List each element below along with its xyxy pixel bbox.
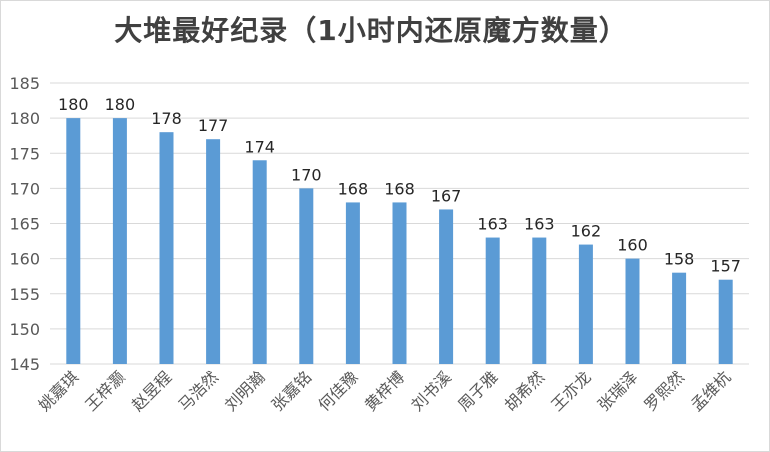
y-tick-label: 185 [9,74,40,93]
x-tick-label: 罗熙然 [641,367,688,414]
bar [252,160,267,364]
data-label: 170 [291,165,322,184]
bar [299,188,314,364]
data-label: 178 [151,109,182,128]
data-label: 160 [617,236,648,255]
y-tick-label: 180 [9,109,40,128]
data-label: 163 [524,215,555,234]
y-tick-label: 150 [9,320,40,339]
bar [439,209,454,364]
data-label: 158 [664,250,695,269]
bar [718,279,733,364]
data-label: 162 [571,222,602,241]
y-tick-label: 145 [9,355,40,374]
bar [485,237,500,364]
x-tick-label: 周子雅 [454,367,501,414]
data-label: 177 [198,116,229,135]
y-tick-label: 155 [9,285,40,304]
bar [625,258,640,364]
data-label: 163 [477,215,508,234]
data-label: 167 [431,186,462,205]
data-label: 157 [710,257,741,276]
x-tick-label: 何佳豫 [314,367,361,414]
data-label: 174 [244,137,275,156]
x-tick-label: 胡希然 [501,367,548,414]
data-label: 168 [338,179,369,198]
bar [206,139,221,364]
bar [578,244,593,364]
y-tick-label: 175 [9,144,40,163]
y-tick-label: 160 [9,250,40,269]
x-tick-label: 赵昱程 [128,367,175,414]
y-tick-label: 170 [9,179,40,198]
bar [112,118,127,364]
x-tick-label: 王亦龙 [547,367,594,414]
bar [159,132,174,364]
y-tick-label: 165 [9,215,40,234]
bar [345,202,360,364]
x-tick-label: 黄梓博 [361,367,408,414]
data-label: 180 [58,95,89,114]
bar [672,272,687,364]
x-tick-label: 王梓灏 [81,367,128,414]
bar [392,202,407,364]
x-tick-label: 刘书溪 [408,367,455,414]
x-tick-label: 孟维杭 [687,367,734,414]
data-label: 180 [105,95,136,114]
data-label: 168 [384,179,415,198]
bar [532,237,547,364]
bar [66,118,81,364]
x-tick-label: 张嘉铭 [268,367,315,414]
chart-title: 大堆最好纪录（1小时内还原魔方数量） [114,14,628,47]
x-tick-label: 张瑞泽 [594,367,641,414]
x-tick-label: 刘明瀚 [221,367,268,414]
x-tick-label: 马浩然 [175,367,222,414]
x-tick-label: 姚嘉琪 [35,367,82,414]
